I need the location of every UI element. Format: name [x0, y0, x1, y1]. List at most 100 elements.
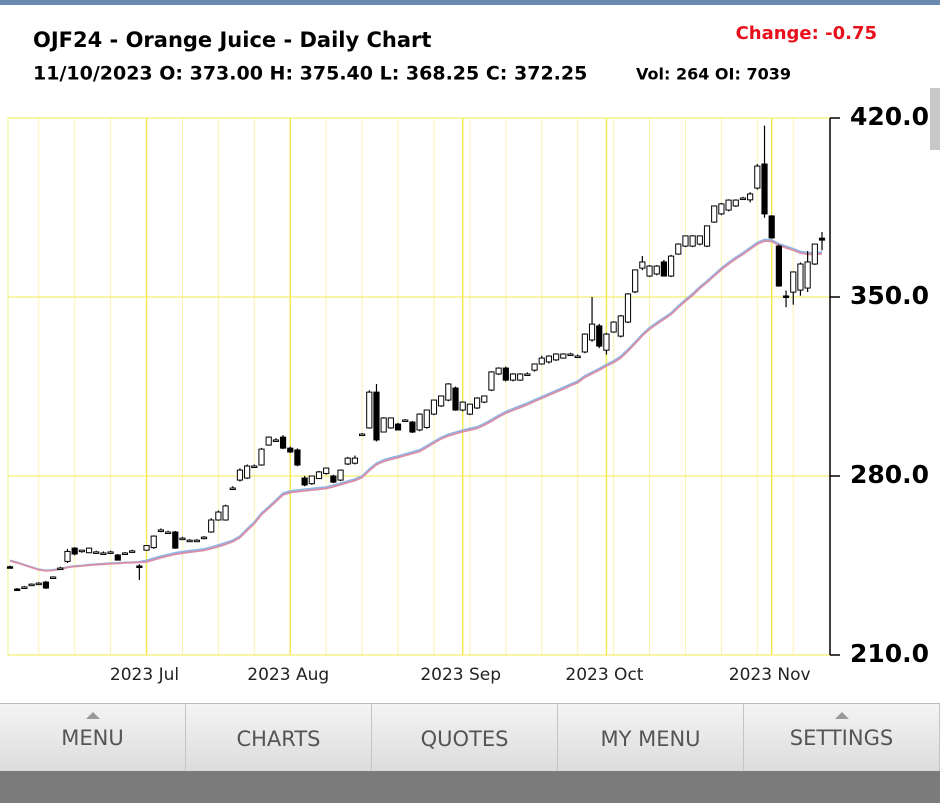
top-bar — [0, 0, 940, 5]
candle-body — [78, 549, 85, 553]
y-tick-label: 210.0 — [850, 639, 929, 668]
candle-body — [452, 387, 459, 411]
candle-body — [64, 550, 71, 562]
candle-body — [509, 373, 517, 381]
candle-body — [394, 423, 402, 431]
candle-body — [323, 467, 330, 474]
candle-body — [179, 537, 186, 541]
candle-body — [524, 373, 531, 376]
menu-label: QUOTES — [420, 727, 509, 751]
chart-info: Vol: 264 OI: 7039 — [636, 65, 791, 84]
candle-body — [308, 475, 315, 485]
candle-body — [639, 261, 646, 269]
candle-body — [538, 357, 545, 365]
candle-body — [229, 487, 236, 491]
candle-body — [200, 536, 208, 540]
candle-body — [438, 395, 445, 407]
candle-body — [28, 583, 35, 587]
candle-body — [732, 199, 739, 207]
chart: OJF24 - Orange Juice - Daily Chart 11/10… — [6, 23, 929, 685]
candle-body — [646, 265, 653, 277]
candle-body — [14, 588, 21, 592]
candle-body — [553, 353, 560, 361]
candle-body — [711, 205, 718, 223]
menu-button[interactable]: CHARTS — [186, 703, 372, 771]
candle-body — [495, 367, 502, 375]
candle-body — [71, 547, 78, 555]
menu-button[interactable]: MY MENU — [558, 703, 744, 771]
candle-body — [588, 323, 596, 341]
candle-body — [775, 245, 782, 287]
candle-body — [143, 545, 150, 551]
candle-body — [466, 403, 473, 415]
candle-body — [488, 371, 495, 391]
candle-body — [531, 363, 538, 371]
candle-body — [287, 447, 294, 453]
candle-body — [689, 235, 696, 247]
candle-body — [337, 469, 344, 481]
candle-body — [172, 531, 179, 549]
candle-body — [344, 457, 351, 465]
candle-body — [272, 439, 279, 442]
change-annotation: Change: -0.75 — [736, 23, 877, 44]
menu-label: SETTINGS — [789, 726, 894, 750]
scroll-thumb[interactable] — [930, 88, 940, 150]
candle-body — [387, 417, 394, 429]
candle-body — [265, 436, 272, 446]
candle-body — [782, 295, 790, 298]
menu-button[interactable]: QUOTES — [372, 703, 558, 771]
y-tick-label: 350.0 — [850, 281, 929, 310]
candle-body — [6, 566, 14, 569]
candle-body — [747, 193, 754, 201]
x-tick-label: 2023 Jul — [110, 665, 179, 685]
menu-button[interactable]: MENU — [0, 703, 186, 771]
candle-body — [596, 325, 603, 347]
candle-body — [42, 581, 50, 589]
y-tick-label: 420.0 — [850, 102, 929, 131]
candle-body — [560, 353, 567, 359]
candle-body — [359, 433, 366, 437]
x-tick-label: 2023 Aug — [247, 665, 329, 685]
candle-body — [351, 457, 359, 464]
average-line — [9, 238, 823, 572]
candle-body — [653, 265, 660, 275]
menu-button[interactable]: SETTINGS — [744, 703, 940, 771]
candle-body — [35, 582, 42, 586]
bottom-bar — [0, 771, 940, 803]
menu-arrow — [85, 712, 100, 719]
candle-body — [502, 367, 509, 381]
candle-body — [624, 293, 632, 323]
candle-body — [258, 448, 265, 466]
menu-label: MENU — [61, 726, 124, 750]
candle-body — [279, 436, 287, 449]
plot-frame — [7, 117, 831, 656]
candle-body — [157, 529, 165, 532]
candle-body — [481, 395, 488, 403]
candle-body — [21, 586, 28, 590]
candle-body — [581, 333, 588, 353]
chart-title: OJF24 - Orange Juice - Daily Chart — [33, 28, 431, 52]
candle-body — [675, 243, 682, 255]
candle-body — [811, 243, 818, 265]
candle-body — [416, 413, 423, 431]
candle-body — [610, 321, 617, 333]
candle-body — [251, 465, 258, 469]
candle-body — [768, 215, 775, 239]
x-tick-label: 2023 Sep — [420, 665, 501, 685]
candle-body — [100, 552, 107, 555]
candle-body — [718, 203, 725, 215]
candle-body — [402, 419, 409, 422]
y-tick-label: 280.0 — [850, 460, 929, 489]
average-line — [9, 240, 823, 572]
candle-body — [574, 355, 581, 359]
candle-body — [632, 269, 639, 293]
candle-body — [603, 333, 610, 351]
candle-body — [423, 409, 430, 428]
candle-body — [330, 475, 337, 483]
candle-body — [545, 355, 553, 363]
candle-body — [129, 550, 136, 553]
chart-subtitle: 11/10/2023 O: 373.00 H: 375.40 L: 368.25… — [33, 63, 587, 85]
candle-body — [660, 261, 668, 277]
candle-body — [754, 165, 761, 189]
candle-body — [797, 263, 804, 291]
